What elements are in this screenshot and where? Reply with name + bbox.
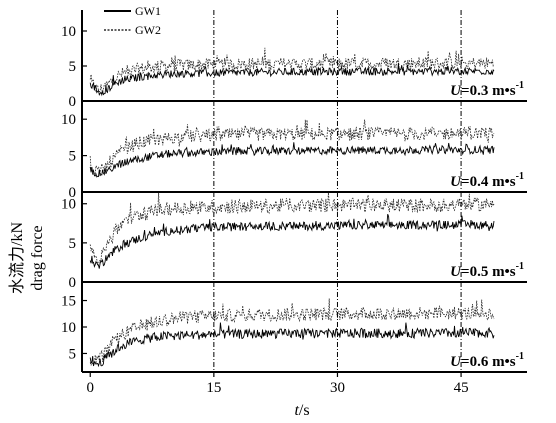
ytick-label-panel-3: 10 [61, 197, 76, 213]
panel-label-4: U=0.6 m•s-1 [450, 351, 524, 370]
ytick-label-panel-1: 10 [61, 24, 76, 40]
ytick-label-panel-3: 0 [69, 275, 77, 291]
panel-label-2: U=0.4 m•s-1 [450, 171, 524, 190]
series-gw1-panel-3 [89, 213, 495, 269]
ytick-label-panel-1: 5 [69, 59, 77, 75]
xtick-label-15: 15 [206, 380, 221, 396]
ytick-label-panel-1: 0 [69, 94, 77, 110]
x-axis-label: t/s [294, 402, 309, 419]
ytick-label-panel-2: 5 [69, 149, 77, 165]
panel-4: 5 10 15 U=0.6 m•s-1 [61, 282, 524, 372]
xtick-label-30: 30 [330, 380, 345, 396]
ytick-label-panel-4: 15 [61, 294, 76, 310]
series-gw2-panel-3 [89, 192, 495, 266]
ytick-label-panel-2: 10 [61, 112, 76, 128]
series-gw1-panel-4 [89, 322, 495, 368]
legend: GW1 GW2 [104, 4, 161, 37]
panel-2: 0 5 10 U=0.4 m•s-1 [61, 101, 524, 201]
ytick-label-panel-4: 5 [69, 346, 77, 362]
series-gw2-panel-4 [89, 298, 495, 366]
chart-frame [81, 10, 527, 373]
series-gw2-panel-2 [89, 119, 495, 177]
series-gw1-panel-2 [89, 142, 495, 178]
panel-1: 0 5 10 U=0.3 m•s-1 [61, 10, 524, 110]
xtick-label-45: 45 [454, 380, 469, 396]
panel-label-3: U=0.5 m•s-1 [450, 261, 524, 280]
panel-3: 0 5 10 U=0.5 m•s-1 [61, 192, 524, 291]
legend-label-gw2: GW2 [135, 23, 161, 37]
ytick-label-panel-4: 10 [61, 320, 76, 336]
series-gw2-panel-1 [89, 47, 495, 94]
y-axis-label-english: drag force [29, 225, 46, 290]
panel-label-1: U=0.3 m•s-1 [450, 80, 524, 99]
x-axis: 0 15 30 45 [86, 372, 469, 396]
y-axis-label: 水流力/kN drag force [8, 222, 46, 294]
ytick-label-panel-3: 5 [69, 236, 77, 252]
ytick-label-panel-2: 0 [69, 185, 77, 201]
chart-panels: 0 5 10 U=0.3 m•s-1 0 5 10 U=0.4 m•s-1 0 5 10 U=0.5 … [61, 10, 524, 372]
xtick-label-0: 0 [86, 380, 94, 396]
series-gw1-panel-1 [89, 62, 495, 97]
y-axis-label-chinese: 水流力/kN [8, 222, 26, 294]
legend-label-gw1: GW1 [135, 4, 161, 18]
